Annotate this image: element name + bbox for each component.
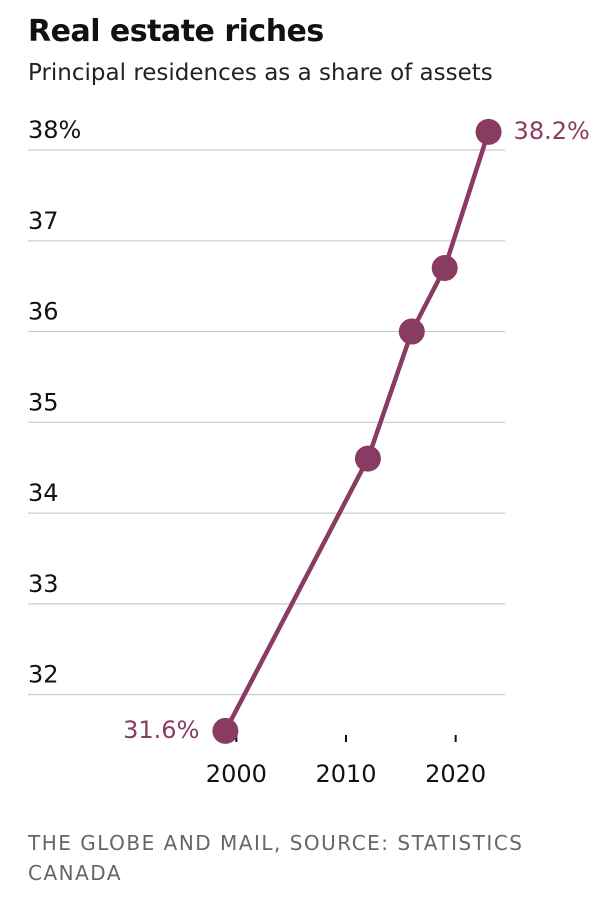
y-tick-label: 33 — [28, 570, 59, 598]
y-tick-label: 36 — [28, 298, 59, 326]
y-tick-label: 38% — [28, 116, 81, 144]
y-tick-label: 32 — [28, 661, 59, 689]
chart-subtitle: Principal residences as a share of asset… — [28, 60, 493, 86]
data-point — [431, 255, 458, 282]
data-point — [212, 717, 239, 744]
x-tick-label: 2020 — [425, 760, 486, 788]
chart: 32 33 34 35 36 37 38% 2000 2010 2020 31.6% 38.2% — [28, 116, 590, 788]
chart-title: Real estate riches — [28, 14, 324, 49]
data-point — [398, 318, 425, 345]
data-point — [475, 118, 502, 145]
y-tick-label: 34 — [28, 479, 59, 507]
source-note: THE GLOBE AND MAIL, SOURCE: STATISTICS C… — [28, 831, 524, 885]
data-point — [354, 445, 381, 472]
value-label: 38.2% — [514, 117, 590, 145]
value-label: 31.6% — [123, 716, 199, 744]
y-tick-label: 35 — [28, 388, 59, 416]
x-tick-label: 2010 — [315, 760, 376, 788]
data-line — [223, 131, 491, 732]
y-tick-label: 37 — [28, 207, 59, 235]
x-tick-label: 2000 — [206, 760, 267, 788]
